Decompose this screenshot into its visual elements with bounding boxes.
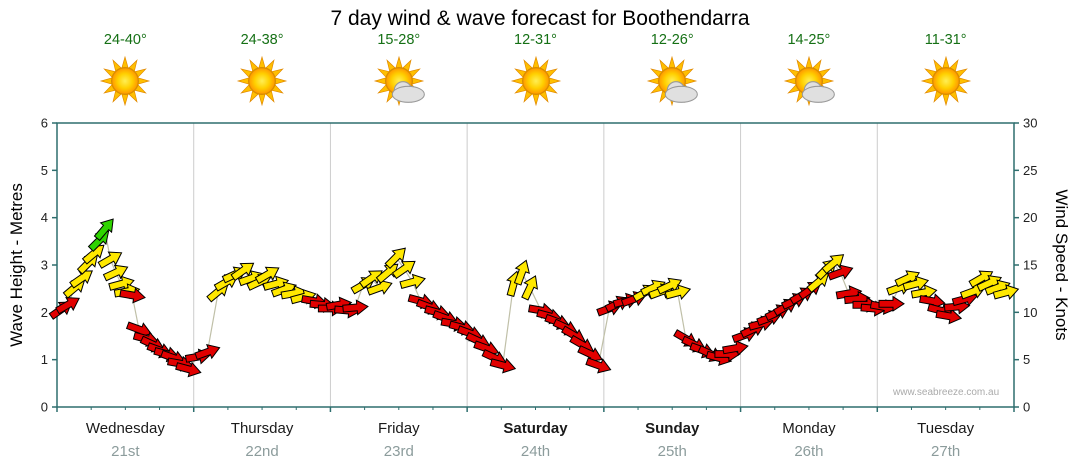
- temperature-range: 24-38°: [240, 32, 284, 48]
- wind-arrow: [664, 284, 692, 300]
- right-axis-tick-label: 25: [1023, 163, 1037, 178]
- day-date-label: 22nd: [245, 443, 278, 460]
- sun-icon: [234, 53, 290, 109]
- day-name-label: Wednesday: [86, 420, 165, 437]
- wind-arrow: [93, 218, 114, 242]
- wind-arrow: [230, 262, 255, 282]
- wind-arrow: [827, 264, 854, 281]
- wind-arrow: [366, 279, 393, 296]
- temperature-range: 14-25°: [787, 32, 831, 48]
- day-date-label: 24th: [521, 443, 550, 460]
- temperature-range: 11-31°: [924, 32, 967, 48]
- wind-arrow: [935, 308, 963, 325]
- wind-speed-axis-label: Wind Speed - Knots: [1052, 189, 1071, 341]
- wind-arrow: [489, 357, 517, 374]
- wind-arrow: [821, 254, 845, 275]
- temperature-range: 24-40°: [103, 32, 147, 48]
- left-axis-tick-label: 6: [41, 116, 48, 131]
- wind-arrow: [910, 284, 938, 301]
- right-axis-tick-label: 10: [1023, 305, 1037, 320]
- day-date-label: 27th: [931, 443, 960, 460]
- day-forecast-thursday: 24-38°: [202, 32, 322, 114]
- wind-arrow: [722, 340, 749, 357]
- sun-icon: [508, 53, 564, 109]
- page-title: 7 day wind & wave forecast for Boothenda…: [330, 7, 750, 30]
- plot-border: [56, 122, 1015, 408]
- wind-arrow: [513, 259, 530, 286]
- left-axis-tick-label: 3: [41, 258, 48, 273]
- wind-arrow: [585, 357, 612, 374]
- sun-icon: [918, 53, 974, 109]
- cloud-icon: [391, 81, 425, 103]
- left-axis-tick-label: 5: [41, 163, 48, 178]
- wind-arrow: [919, 293, 946, 310]
- wind-arrow: [102, 264, 129, 282]
- sun-cloud-icon: [371, 53, 427, 109]
- day-name-label: Thursday: [231, 420, 294, 437]
- wind-arrow: [119, 287, 146, 304]
- wind-arrow: [175, 361, 202, 378]
- wind-arrow: [902, 275, 930, 292]
- sun-cloud-icon: [644, 53, 700, 109]
- day-forecast-saturday: 12-31°: [476, 32, 596, 114]
- wind-arrow: [97, 251, 123, 269]
- wind-arrow: [254, 266, 280, 285]
- sun-cloud-icon: [781, 53, 837, 109]
- day-forecast-tuesday: 11-31°: [886, 32, 1006, 114]
- left-axis-tick-label: 2: [41, 305, 48, 320]
- day-name-label: Saturday: [503, 420, 568, 437]
- right-axis-tick-label: 0: [1023, 400, 1030, 415]
- wind-arrow: [878, 295, 905, 312]
- wind-arrow: [69, 270, 93, 289]
- wind-arrow: [194, 343, 221, 361]
- day-date-label: 23rd: [384, 443, 414, 460]
- wind-arrow: [55, 297, 80, 315]
- cloud-icon: [801, 81, 835, 103]
- days-header: 24-40° 24-38° 15-28° 12-31° 12-26° 14-25° 11-3…: [0, 32, 1080, 122]
- right-axis-tick-label: 20: [1023, 210, 1037, 225]
- wind-arrow: [391, 260, 416, 280]
- wind-arrow: [342, 299, 369, 316]
- day-forecast-sunday: 12-26°: [612, 32, 732, 114]
- wave-height-axis-label: Wave Height - Metres: [7, 183, 26, 347]
- temperature-range: 12-26°: [650, 32, 694, 48]
- day-date-label: 21st: [111, 443, 140, 460]
- wind-arrow: [399, 273, 426, 290]
- wind-arrow: [806, 273, 830, 294]
- seabreeze-watermark: www.seabreeze.com.au: [893, 387, 1000, 398]
- sun-icon: [97, 53, 153, 109]
- left-axis-tick-label: 0: [41, 400, 48, 415]
- temperature-range: 12-31°: [514, 32, 557, 48]
- right-axis-tick-label: 15: [1023, 258, 1037, 273]
- temperature-range: 15-28°: [377, 32, 421, 48]
- day-name-label: Monday: [782, 420, 836, 437]
- day-name-label: Tuesday: [917, 420, 974, 437]
- right-axis-tick-label: 30: [1023, 116, 1037, 131]
- day-name-label: Sunday: [645, 420, 700, 437]
- day-forecast-monday: 14-25°: [749, 32, 869, 114]
- wind-arrow: [384, 247, 406, 269]
- wind-arrow: [521, 275, 538, 301]
- right-axis-tick-label: 5: [1023, 352, 1030, 367]
- cloud-icon: [665, 81, 699, 103]
- day-date-label: 26th: [794, 443, 823, 460]
- day-name-label: Friday: [378, 420, 420, 437]
- left-axis-tick-label: 4: [41, 210, 48, 225]
- day-date-label: 25th: [658, 443, 687, 460]
- wind-arrow: [992, 284, 1020, 300]
- day-forecast-friday: 15-28°: [339, 32, 459, 114]
- left-axis-tick-label: 1: [41, 352, 48, 367]
- day-forecast-wednesday: 24-40°: [65, 32, 185, 114]
